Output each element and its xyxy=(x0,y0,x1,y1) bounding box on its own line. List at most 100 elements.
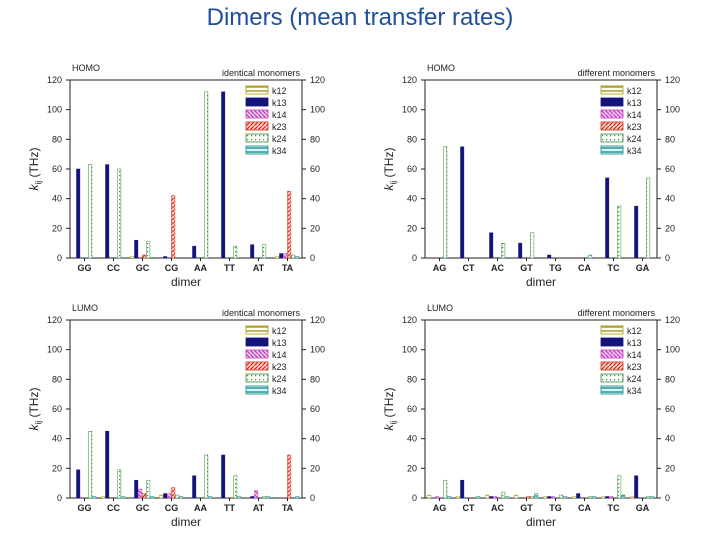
bar-k34-GG xyxy=(92,496,97,499)
legend-swatch-k23 xyxy=(600,361,624,371)
bar-k34-TA xyxy=(295,256,300,259)
bar-k13-AC xyxy=(489,232,494,259)
bar-k13-CG xyxy=(163,493,168,499)
x-tick-label: GT xyxy=(520,263,533,273)
bar-k23-CG xyxy=(171,195,176,259)
plot-frame xyxy=(424,319,658,499)
bar-k34-CA xyxy=(592,496,597,499)
y-tick-label-left: 40 xyxy=(52,194,62,204)
bar-k24-AC xyxy=(501,242,506,259)
legend-swatch-k24 xyxy=(245,133,269,143)
slide-title: Dimers (mean transfer rates) xyxy=(206,4,514,31)
bar-k13-CG xyxy=(163,256,168,259)
bar-k14-TG xyxy=(551,496,556,499)
y-tick-label-right: 120 xyxy=(310,75,325,85)
y-tick-label-left: 100 xyxy=(402,345,417,355)
bar-k34-TG xyxy=(563,496,568,499)
chart-homo-different: 0 0 20 20 40 40 60 60 80 80 100 100 120 120 AG CT AC GT TG… xyxy=(382,63,680,289)
bar-k13-GT xyxy=(518,242,523,259)
bar-k24-GT xyxy=(530,496,535,499)
y-tick-label-right: 20 xyxy=(310,223,320,233)
y-axis-label: kij (THz) xyxy=(27,148,43,191)
x-tick-label: TG xyxy=(549,263,562,273)
y-tick-label-left: 40 xyxy=(407,434,417,444)
legend-swatch-k24 xyxy=(600,133,624,143)
y-label-sub: ij xyxy=(389,421,398,425)
bar-k13-TT xyxy=(221,454,226,499)
legend-label-k23: k23 xyxy=(272,122,287,132)
legend-swatch-k13 xyxy=(245,97,269,107)
y-label-sub: ij xyxy=(34,181,43,185)
y-tick-label-left: 100 xyxy=(402,105,417,115)
x-axis-label: dimer xyxy=(526,275,556,289)
bar-k34-CG xyxy=(179,496,184,499)
y-tick-label-right: 80 xyxy=(310,374,320,384)
chart-subtitle: identical monomers xyxy=(222,308,301,318)
y-tick-label-right: 0 xyxy=(310,493,315,503)
bar-k14-TC xyxy=(609,496,614,499)
x-tick-label: AA xyxy=(194,263,207,273)
x-tick-label: CT xyxy=(463,503,475,513)
bar-k24-AA xyxy=(204,91,209,259)
plot-frame xyxy=(69,79,303,259)
legend-label-k12: k12 xyxy=(627,326,642,336)
bar-k12-TA xyxy=(275,256,280,259)
bar-k12-GT xyxy=(514,494,519,499)
x-tick-label: GT xyxy=(520,503,533,513)
bar-k12-TC xyxy=(601,496,606,499)
bar-k13-TC xyxy=(605,177,610,259)
y-axis-label: kij (THz) xyxy=(27,388,43,431)
legend-swatch-k23 xyxy=(245,121,269,131)
legend-label-k13: k13 xyxy=(272,98,287,108)
bar-k23-GC xyxy=(142,254,147,259)
y-tick-label-left: 120 xyxy=(402,75,417,85)
bar-k13-AC xyxy=(489,496,494,499)
legend-label-k12: k12 xyxy=(627,86,642,96)
x-tick-label: GA xyxy=(636,503,650,513)
y-tick-label-right: 20 xyxy=(665,223,675,233)
bar-k12-AG xyxy=(427,494,432,499)
bar-k13-GA xyxy=(634,475,639,499)
chart-subtitle: different monomers xyxy=(578,68,656,78)
bar-k13-AT xyxy=(250,244,255,259)
x-tick-label: CA xyxy=(578,263,591,273)
bar-k34-CC xyxy=(121,496,126,499)
legend-label-k12: k12 xyxy=(272,326,287,336)
x-tick-label: AC xyxy=(491,263,504,273)
y-tick-label-left: 0 xyxy=(412,253,417,263)
legend-label-k24: k24 xyxy=(627,134,642,144)
bar-k34-CT xyxy=(476,496,481,499)
y-label-k: k xyxy=(382,423,396,430)
legend-swatch-k14 xyxy=(245,349,269,359)
bar-k24-AG xyxy=(443,146,448,259)
legend-label-k24: k24 xyxy=(627,374,642,384)
y-tick-label-left: 120 xyxy=(47,315,62,325)
plot-frame xyxy=(424,79,658,259)
legend-label-k23: k23 xyxy=(627,362,642,372)
x-tick-label: TA xyxy=(282,503,294,513)
y-tick-label-right: 0 xyxy=(665,253,670,263)
y-tick-label-right: 60 xyxy=(310,164,320,174)
y-label-k: k xyxy=(27,423,41,430)
y-tick-label-right: 40 xyxy=(665,194,675,204)
bar-k24-TA xyxy=(291,254,296,259)
bar-k34-GC xyxy=(150,496,155,499)
legend-label-k34: k34 xyxy=(272,386,287,396)
bar-k12-GA xyxy=(630,496,635,499)
legend-label-k13: k13 xyxy=(627,338,642,348)
bar-k13-GC xyxy=(134,239,139,259)
orbital-label: HOMO xyxy=(72,63,100,73)
y-tick-label-right: 100 xyxy=(310,345,325,355)
x-tick-label: AA xyxy=(194,503,207,513)
bar-k12-CC xyxy=(101,496,106,499)
legend-label-k34: k34 xyxy=(627,146,642,156)
legend-swatch-k12 xyxy=(600,85,624,95)
y-tick-label-left: 20 xyxy=(407,223,417,233)
legend-label-k34: k34 xyxy=(627,386,642,396)
bar-k24-CA xyxy=(588,254,593,259)
y-label-sub: ij xyxy=(389,181,398,185)
y-tick-label-right: 20 xyxy=(665,463,675,473)
bar-k24-AG xyxy=(443,479,448,499)
bar-k23-GT xyxy=(526,496,531,499)
legend-label-k13: k13 xyxy=(272,338,287,348)
